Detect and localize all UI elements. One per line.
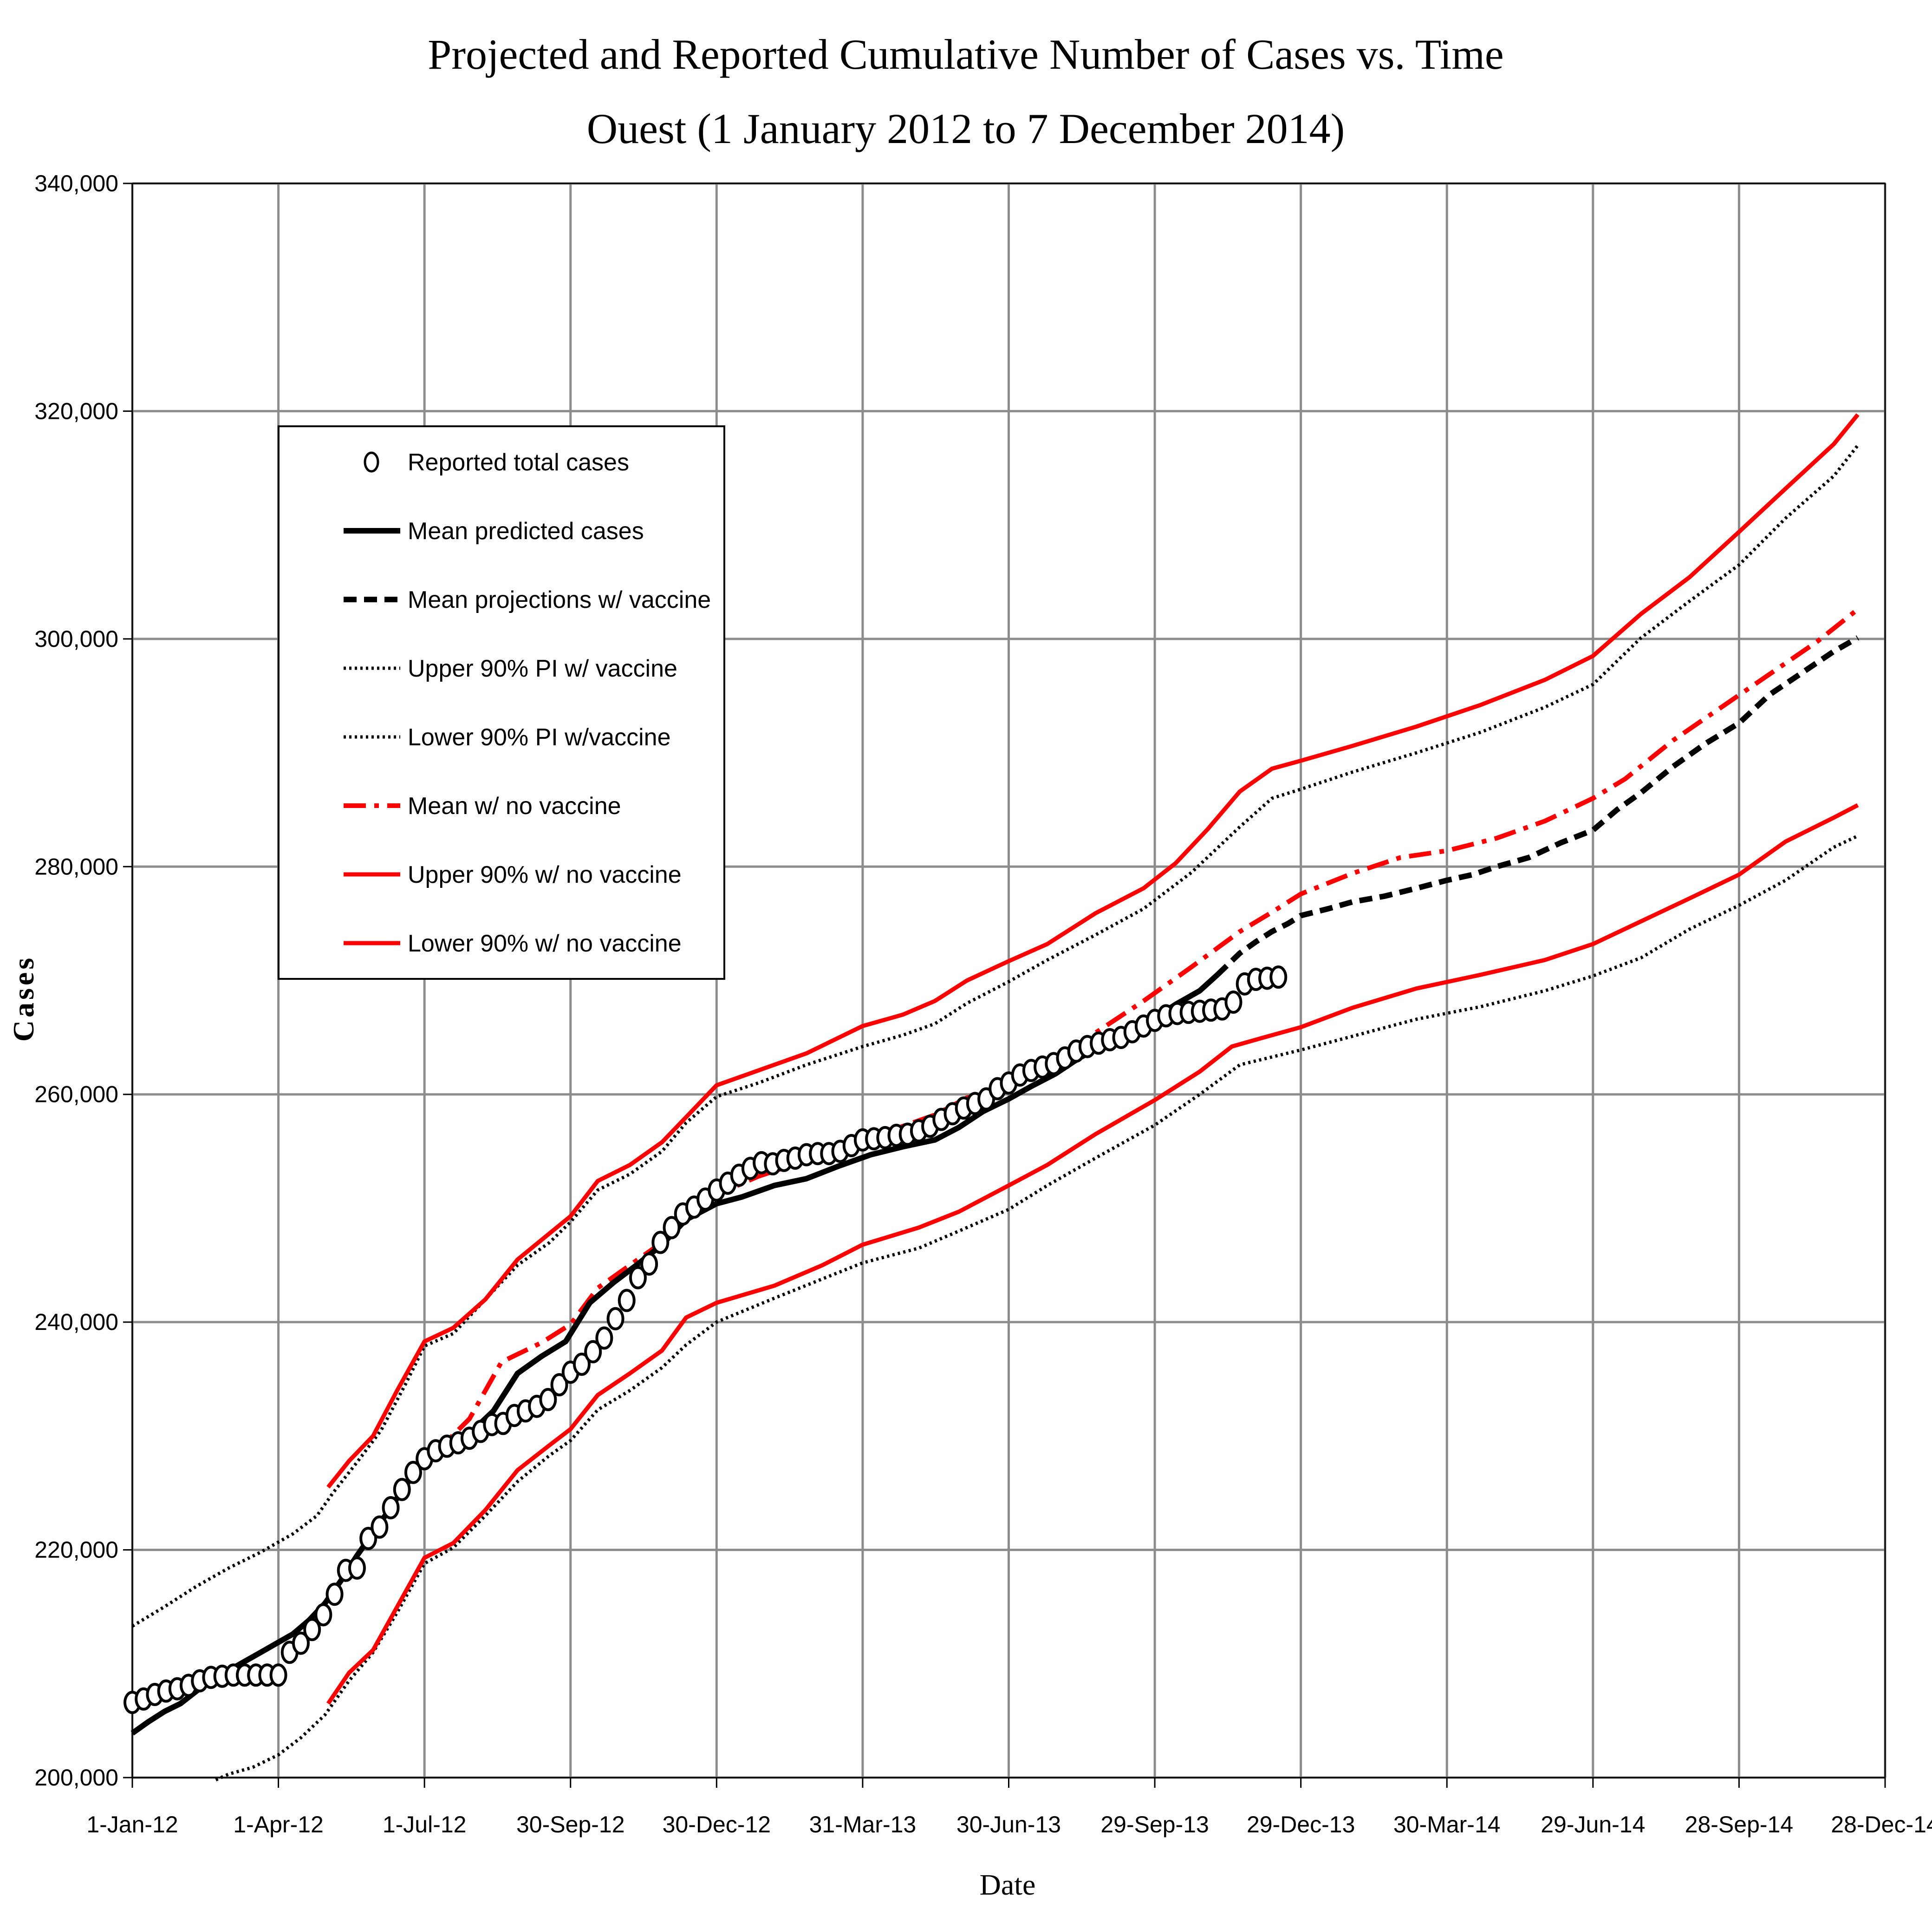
- legend-box: [278, 425, 725, 980]
- legend-label: Lower 90% PI w/vaccine: [408, 724, 671, 751]
- legend-label: Reported total cases: [408, 449, 629, 476]
- y-axis-title: Cases: [7, 955, 40, 1042]
- reported-cases-point: [292, 1631, 310, 1655]
- x-axis-title: Date: [980, 1868, 1036, 1901]
- series-upper-90-w-no-vaccine: [326, 413, 1860, 1489]
- reported-cases-point: [393, 1478, 411, 1501]
- x-tick-label: 1-Jan-12: [86, 1811, 178, 1837]
- y-tick-label: 340,000: [34, 170, 118, 196]
- x-tick-label: 29-Dec-13: [1247, 1811, 1355, 1837]
- legend-item: Mean predicted cases: [344, 518, 644, 545]
- reported-cases-point: [269, 1663, 287, 1687]
- x-axis-ticks: 1-Jan-12 1-Apr-12 1-Jul-12 30-Sep-12 30-Dec-…: [86, 1778, 1932, 1837]
- y-tick-label: 260,000: [34, 1082, 118, 1108]
- series-line: [131, 444, 1859, 1628]
- legend-item: Mean projections w/ vaccine: [344, 586, 711, 613]
- x-tick-label: 30-Mar-14: [1393, 1811, 1501, 1837]
- reported-cases-point: [325, 1583, 344, 1606]
- legend-item: Lower 90% w/ no vaccine: [344, 930, 682, 957]
- x-tick-label: 30-Sep-12: [516, 1811, 625, 1837]
- x-tick-label: 1-Jul-12: [383, 1811, 467, 1837]
- legend-label: Mean w/ no vaccine: [408, 793, 621, 820]
- reported-cases-point: [1224, 990, 1242, 1014]
- y-tick-label: 220,000: [34, 1537, 118, 1563]
- x-tick-label: 30-Dec-12: [663, 1811, 771, 1837]
- reported-cases-point: [371, 1515, 389, 1539]
- chart-title: Projected and Reported Cumulative Number…: [428, 31, 1504, 78]
- y-tick-label: 240,000: [34, 1309, 118, 1335]
- y-tick-label: 300,000: [34, 626, 118, 652]
- legend: Reported total cases Mean predicted cases…: [278, 425, 725, 980]
- x-tick-label: 31-Mar-13: [809, 1811, 917, 1837]
- series-mean-projections-w-vaccine: [1215, 635, 1860, 977]
- series-line: [130, 972, 1219, 1736]
- reported-cases-point: [618, 1289, 636, 1312]
- reported-cases-point: [651, 1231, 670, 1254]
- reported-cases-point: [606, 1307, 624, 1330]
- x-tick-label: 29-Jun-14: [1541, 1811, 1645, 1837]
- y-axis-ticks: 200,000 220,000 240,000 260,000 280,000 300,0…: [34, 170, 132, 1791]
- series-line: [326, 803, 1859, 1705]
- reported-cases-point: [348, 1556, 366, 1580]
- reported-cases-point: [303, 1618, 321, 1642]
- legend-label: Mean predicted cases: [408, 518, 644, 545]
- reported-cases-point: [595, 1326, 613, 1350]
- series-line: [1215, 635, 1860, 977]
- reported-cases-point: [539, 1388, 557, 1411]
- reported-cases-point: [1269, 965, 1288, 989]
- legend-item: Reported total cases: [364, 449, 629, 476]
- reported-cases-point: [550, 1373, 568, 1397]
- x-tick-label: 1-Apr-12: [233, 1811, 324, 1837]
- y-tick-label: 200,000: [34, 1765, 118, 1791]
- y-tick-label: 280,000: [34, 854, 118, 880]
- series-lower-90-w-no-vaccine: [326, 803, 1859, 1705]
- series-line: [326, 413, 1860, 1489]
- legend-swatch: [364, 451, 379, 473]
- reported-cases-point: [404, 1460, 422, 1484]
- legend-item: Mean w/ no vaccine: [344, 793, 621, 820]
- series-mean-predicted-cases: [130, 972, 1219, 1736]
- y-tick-label: 320,000: [34, 398, 118, 424]
- x-tick-label: 28-Sep-14: [1685, 1811, 1794, 1837]
- data-series: [124, 413, 1860, 1782]
- x-tick-label: 28-Dec-14: [1831, 1811, 1932, 1837]
- series-upper-90-pi-w-vaccine: [131, 444, 1859, 1628]
- reported-cases-point: [314, 1603, 332, 1627]
- x-tick-label: 29-Sep-13: [1100, 1811, 1209, 1837]
- legend-label: Lower 90% w/ no vaccine: [408, 930, 682, 957]
- reported-cases-point: [359, 1527, 377, 1551]
- legend-label: Upper 90% PI w/ vaccine: [408, 655, 677, 682]
- legend-items: Reported total cases Mean predicted cases…: [344, 449, 711, 957]
- legend-item: Lower 90% PI w/vaccine: [344, 724, 671, 751]
- legend-label: Upper 90% w/ no vaccine: [408, 861, 682, 888]
- reported-cases-point: [572, 1352, 591, 1376]
- reported-cases-point: [382, 1496, 400, 1519]
- reported-cases-point: [663, 1216, 681, 1239]
- reported-cases-point: [629, 1266, 647, 1290]
- reported-cases-point: [584, 1340, 602, 1363]
- series-reported-total-cases: [124, 965, 1288, 1714]
- chart-subtitle: Ouest (1 January 2012 to 7 December 2014…: [587, 105, 1345, 152]
- reported-cases-point: [640, 1252, 658, 1276]
- x-tick-label: 30-Jun-13: [956, 1811, 1061, 1837]
- legend-item: Upper 90% PI w/ vaccine: [344, 655, 677, 682]
- legend-item: Upper 90% w/ no vaccine: [344, 861, 682, 888]
- legend-label: Mean projections w/ vaccine: [408, 586, 711, 613]
